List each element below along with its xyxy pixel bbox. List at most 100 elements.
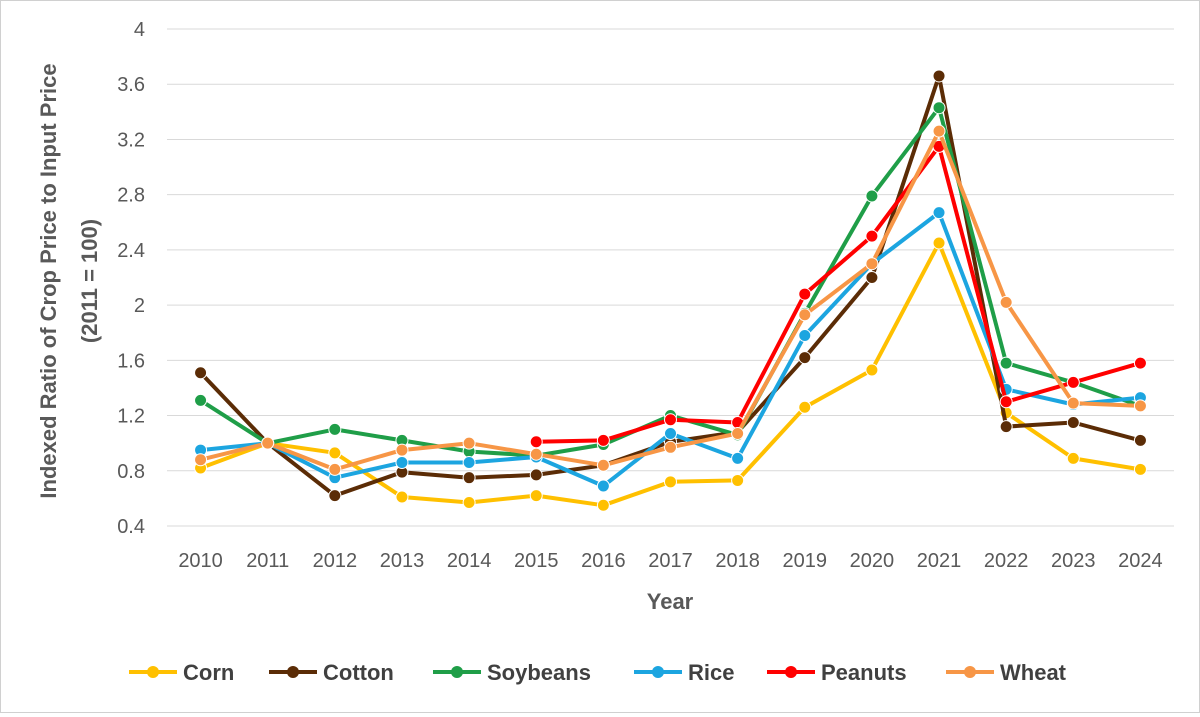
data-point <box>596 498 610 512</box>
data-point <box>798 400 812 414</box>
legend-marker <box>287 666 299 678</box>
series-corn <box>194 236 1147 512</box>
legend-marker <box>785 666 797 678</box>
series-lines <box>194 69 1147 512</box>
data-point <box>999 420 1013 434</box>
data-point <box>194 453 208 467</box>
legend-label: Wheat <box>1000 660 1067 685</box>
data-point <box>865 271 879 284</box>
y-tick-label: 1.6 <box>117 350 145 372</box>
data-point <box>529 435 543 449</box>
y-tick-label: 3.2 <box>117 129 145 151</box>
data-point <box>664 413 677 427</box>
y-tick-label: 1.2 <box>117 406 145 428</box>
y-tick-label: 2 <box>134 295 145 317</box>
data-point <box>798 328 812 342</box>
x-tick-label: 2018 <box>715 550 760 572</box>
data-point <box>596 458 610 472</box>
data-point <box>664 475 677 489</box>
data-point <box>1133 356 1147 370</box>
data-point <box>731 473 745 487</box>
data-point <box>194 393 208 407</box>
data-point <box>1066 375 1080 389</box>
data-point <box>865 229 879 243</box>
y-axis-title-line1: Indexed Ratio of Crop Price to Input Pri… <box>36 63 61 498</box>
series-peanuts <box>529 139 1147 449</box>
data-point <box>798 308 812 322</box>
data-point <box>395 443 409 457</box>
data-point <box>529 468 543 482</box>
x-tick-label: 2020 <box>850 550 895 572</box>
legend-item-corn: Corn <box>129 660 234 685</box>
data-point <box>1133 433 1147 447</box>
y-tick-label: 4 <box>134 19 145 41</box>
data-point <box>1133 462 1147 476</box>
data-point <box>328 462 342 476</box>
x-tick-label: 2010 <box>178 550 223 572</box>
legend-item-peanuts: Peanuts <box>767 660 907 685</box>
data-point <box>194 366 208 380</box>
data-point <box>529 447 543 461</box>
legend-marker <box>652 666 664 678</box>
data-point <box>395 455 409 469</box>
legend-item-wheat: Wheat <box>946 660 1067 685</box>
legend-marker <box>147 666 159 678</box>
data-point <box>932 124 946 138</box>
data-point <box>462 436 476 450</box>
data-point <box>395 490 409 504</box>
y-tick-label: 2.8 <box>117 185 145 207</box>
x-tick-label: 2013 <box>380 550 425 572</box>
legend: Corn Cotton Soybeans Rice Peanuts Wheat <box>129 660 1067 685</box>
series-wheat <box>194 124 1147 476</box>
data-point <box>596 479 610 493</box>
x-tick-label: 2014 <box>447 550 492 572</box>
y-tick-label: 0.8 <box>117 461 145 483</box>
data-point <box>261 436 275 450</box>
x-axis-ticks: 2010 2011 2012 2013 2014 2015 2016 2017 2018 2019… <box>178 550 1162 572</box>
x-tick-label: 2012 <box>313 550 358 572</box>
data-point <box>664 427 677 441</box>
series-rice <box>194 206 1147 493</box>
data-point <box>529 489 543 503</box>
x-tick-label: 2021 <box>917 550 962 572</box>
data-point <box>596 433 610 447</box>
x-tick-label: 2019 <box>783 550 828 572</box>
x-axis-title: Year <box>647 589 694 614</box>
data-point <box>865 363 879 377</box>
y-tick-label: 0.4 <box>117 516 145 538</box>
data-point <box>462 455 476 469</box>
y-axis-ticks: 0.4 0.8 1.2 1.6 2 2.4 2.8 3.2 3.6 4 <box>117 19 145 538</box>
data-point <box>865 257 879 271</box>
data-point <box>932 69 946 83</box>
legend-item-rice: Rice <box>634 660 734 685</box>
data-point <box>1066 451 1080 465</box>
data-point <box>328 422 342 436</box>
legend-label: Cotton <box>323 660 394 685</box>
legend-item-soybeans: Soybeans <box>433 660 591 685</box>
y-tick-label: 3.6 <box>117 74 145 96</box>
data-point <box>798 351 812 365</box>
data-point <box>1066 415 1080 429</box>
data-point <box>462 496 476 510</box>
data-point <box>999 395 1013 409</box>
x-tick-label: 2023 <box>1051 550 1096 572</box>
x-tick-label: 2024 <box>1118 550 1163 572</box>
data-point <box>664 440 677 454</box>
data-point <box>932 206 946 220</box>
data-point <box>1066 396 1080 410</box>
data-point <box>731 451 745 465</box>
legend-item-cotton: Cotton <box>269 660 394 685</box>
x-tick-label: 2011 <box>246 550 289 572</box>
data-point <box>798 287 812 301</box>
legend-label: Soybeans <box>487 660 591 685</box>
data-point <box>731 427 745 441</box>
legend-label: Peanuts <box>821 660 907 685</box>
legend-label: Corn <box>183 660 234 685</box>
x-tick-label: 2017 <box>648 550 693 572</box>
y-tick-label: 2.4 <box>117 240 145 262</box>
data-point <box>865 189 879 203</box>
data-point <box>1133 399 1147 413</box>
x-tick-label: 2016 <box>581 550 626 572</box>
